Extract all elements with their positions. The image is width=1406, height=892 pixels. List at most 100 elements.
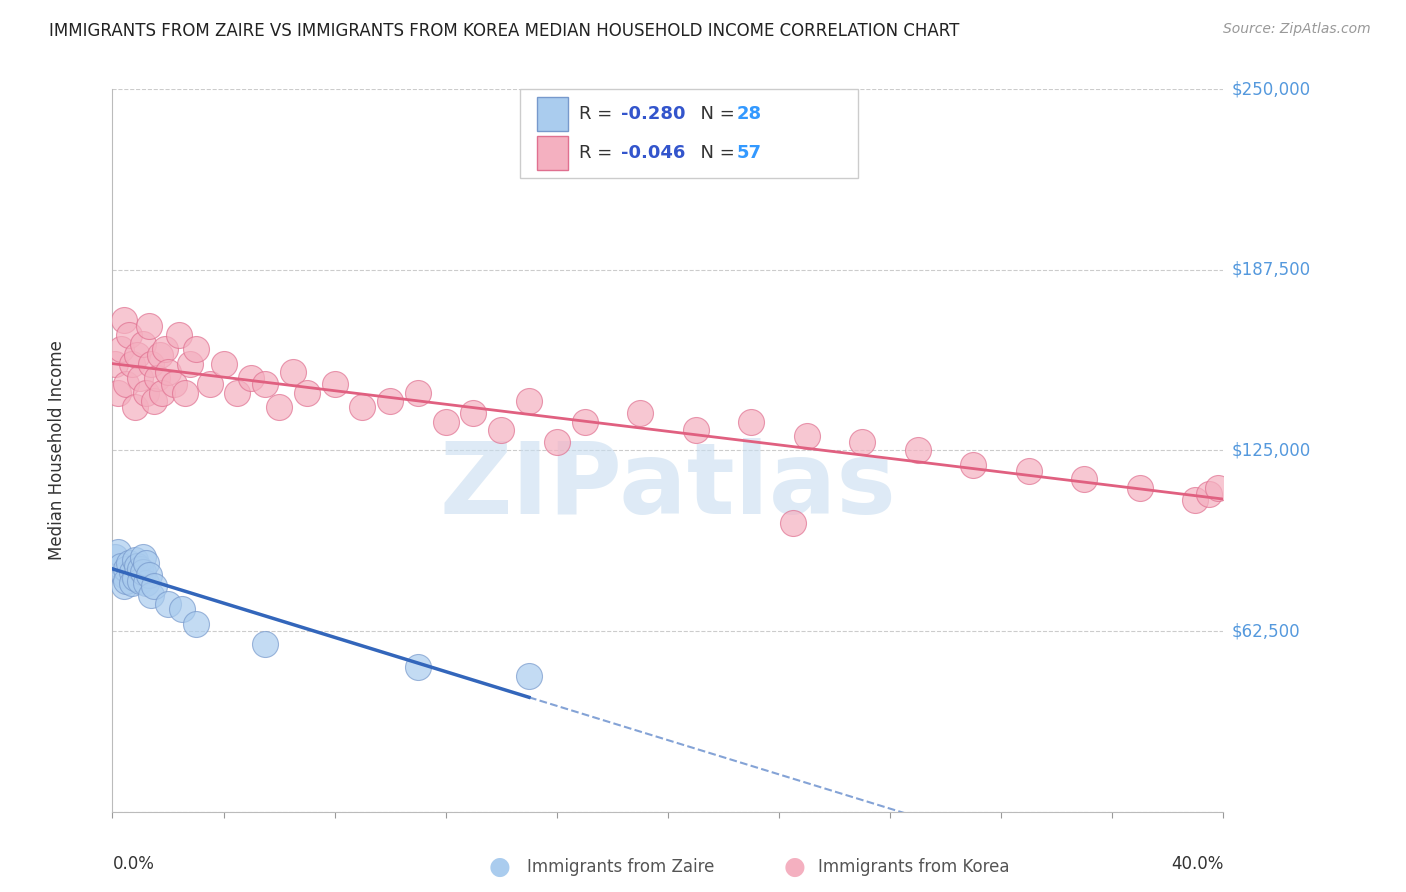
Point (184, 616, 207, 631)
Point (124, 571, 146, 585)
Point (1129, 481, 1152, 495)
Text: Source: ZipAtlas.com: Source: ZipAtlas.com (1223, 22, 1371, 37)
Point (132, 565, 155, 579)
Point (138, 567, 160, 582)
Point (226, 385, 249, 400)
Text: 0.0%: 0.0% (112, 855, 155, 873)
Point (112, 313, 135, 327)
Point (132, 336, 155, 351)
Point (463, 406, 485, 420)
Text: Immigrants from Zaire: Immigrants from Zaire (527, 858, 714, 876)
Point (146, 371, 169, 385)
Point (1184, 492, 1206, 507)
Text: Median Household Income: Median Household Income (48, 341, 66, 560)
Point (132, 550, 155, 565)
Point (141, 357, 163, 371)
Point (107, 385, 129, 400)
Point (115, 376, 138, 391)
Point (152, 385, 174, 400)
Point (129, 562, 152, 576)
Point (434, 415, 457, 429)
Point (352, 400, 374, 414)
Point (124, 400, 146, 414)
Point (129, 371, 152, 385)
Point (406, 660, 429, 674)
Point (121, 576, 143, 591)
Text: N =: N = (689, 105, 741, 123)
Point (962, 458, 984, 472)
Point (546, 434, 568, 449)
Point (851, 434, 873, 449)
Point (157, 366, 180, 380)
Point (141, 588, 163, 602)
Point (491, 423, 513, 437)
Point (267, 400, 291, 414)
Text: $62,500: $62,500 (1232, 622, 1301, 640)
Point (406, 385, 429, 400)
Text: ●: ● (783, 855, 806, 879)
Point (167, 327, 190, 342)
Point (155, 343, 177, 357)
Point (796, 429, 818, 443)
Point (104, 357, 127, 371)
Text: N =: N = (689, 145, 741, 162)
Point (254, 637, 277, 651)
Point (254, 376, 277, 391)
Text: -0.280: -0.280 (621, 105, 686, 123)
Point (323, 376, 346, 391)
Point (170, 602, 193, 616)
Text: $187,500: $187,500 (1232, 260, 1310, 279)
Point (184, 343, 207, 357)
Text: 28: 28 (737, 105, 762, 123)
Text: 57: 57 (737, 145, 762, 162)
Point (104, 550, 127, 565)
Point (121, 357, 143, 371)
Text: $250,000: $250,000 (1232, 80, 1310, 98)
Text: Immigrants from Korea: Immigrants from Korea (818, 858, 1010, 876)
Point (1073, 472, 1095, 486)
Point (162, 376, 184, 391)
Point (118, 556, 141, 570)
Point (517, 394, 540, 409)
Text: ●: ● (488, 855, 510, 879)
Text: $125,000: $125,000 (1232, 442, 1310, 459)
Point (1206, 481, 1229, 495)
Point (212, 357, 235, 371)
Point (240, 371, 263, 385)
Point (173, 385, 195, 400)
Text: R =: R = (579, 105, 619, 123)
Point (138, 319, 160, 334)
Point (121, 565, 143, 579)
Text: ZIPatlas: ZIPatlas (440, 438, 896, 535)
Point (179, 357, 201, 371)
Point (118, 327, 141, 342)
Point (112, 567, 135, 582)
Point (143, 394, 166, 409)
Point (149, 348, 172, 362)
Point (1018, 464, 1040, 478)
Point (628, 406, 651, 420)
Point (1198, 487, 1220, 501)
Point (115, 574, 138, 588)
Text: R =: R = (579, 145, 619, 162)
Point (281, 366, 304, 380)
Text: 40.0%: 40.0% (1171, 855, 1223, 873)
Point (380, 394, 402, 409)
Point (129, 574, 152, 588)
Point (198, 376, 221, 391)
Point (110, 343, 132, 357)
Point (143, 579, 166, 593)
Point (135, 556, 157, 570)
Point (517, 669, 540, 683)
Text: -0.046: -0.046 (621, 145, 686, 162)
Point (907, 443, 929, 458)
Point (295, 385, 318, 400)
Point (685, 423, 707, 437)
Point (110, 559, 132, 574)
Point (124, 553, 146, 567)
Point (107, 544, 129, 558)
Point (127, 559, 149, 574)
Point (740, 415, 762, 429)
Point (574, 415, 596, 429)
Point (112, 579, 135, 593)
